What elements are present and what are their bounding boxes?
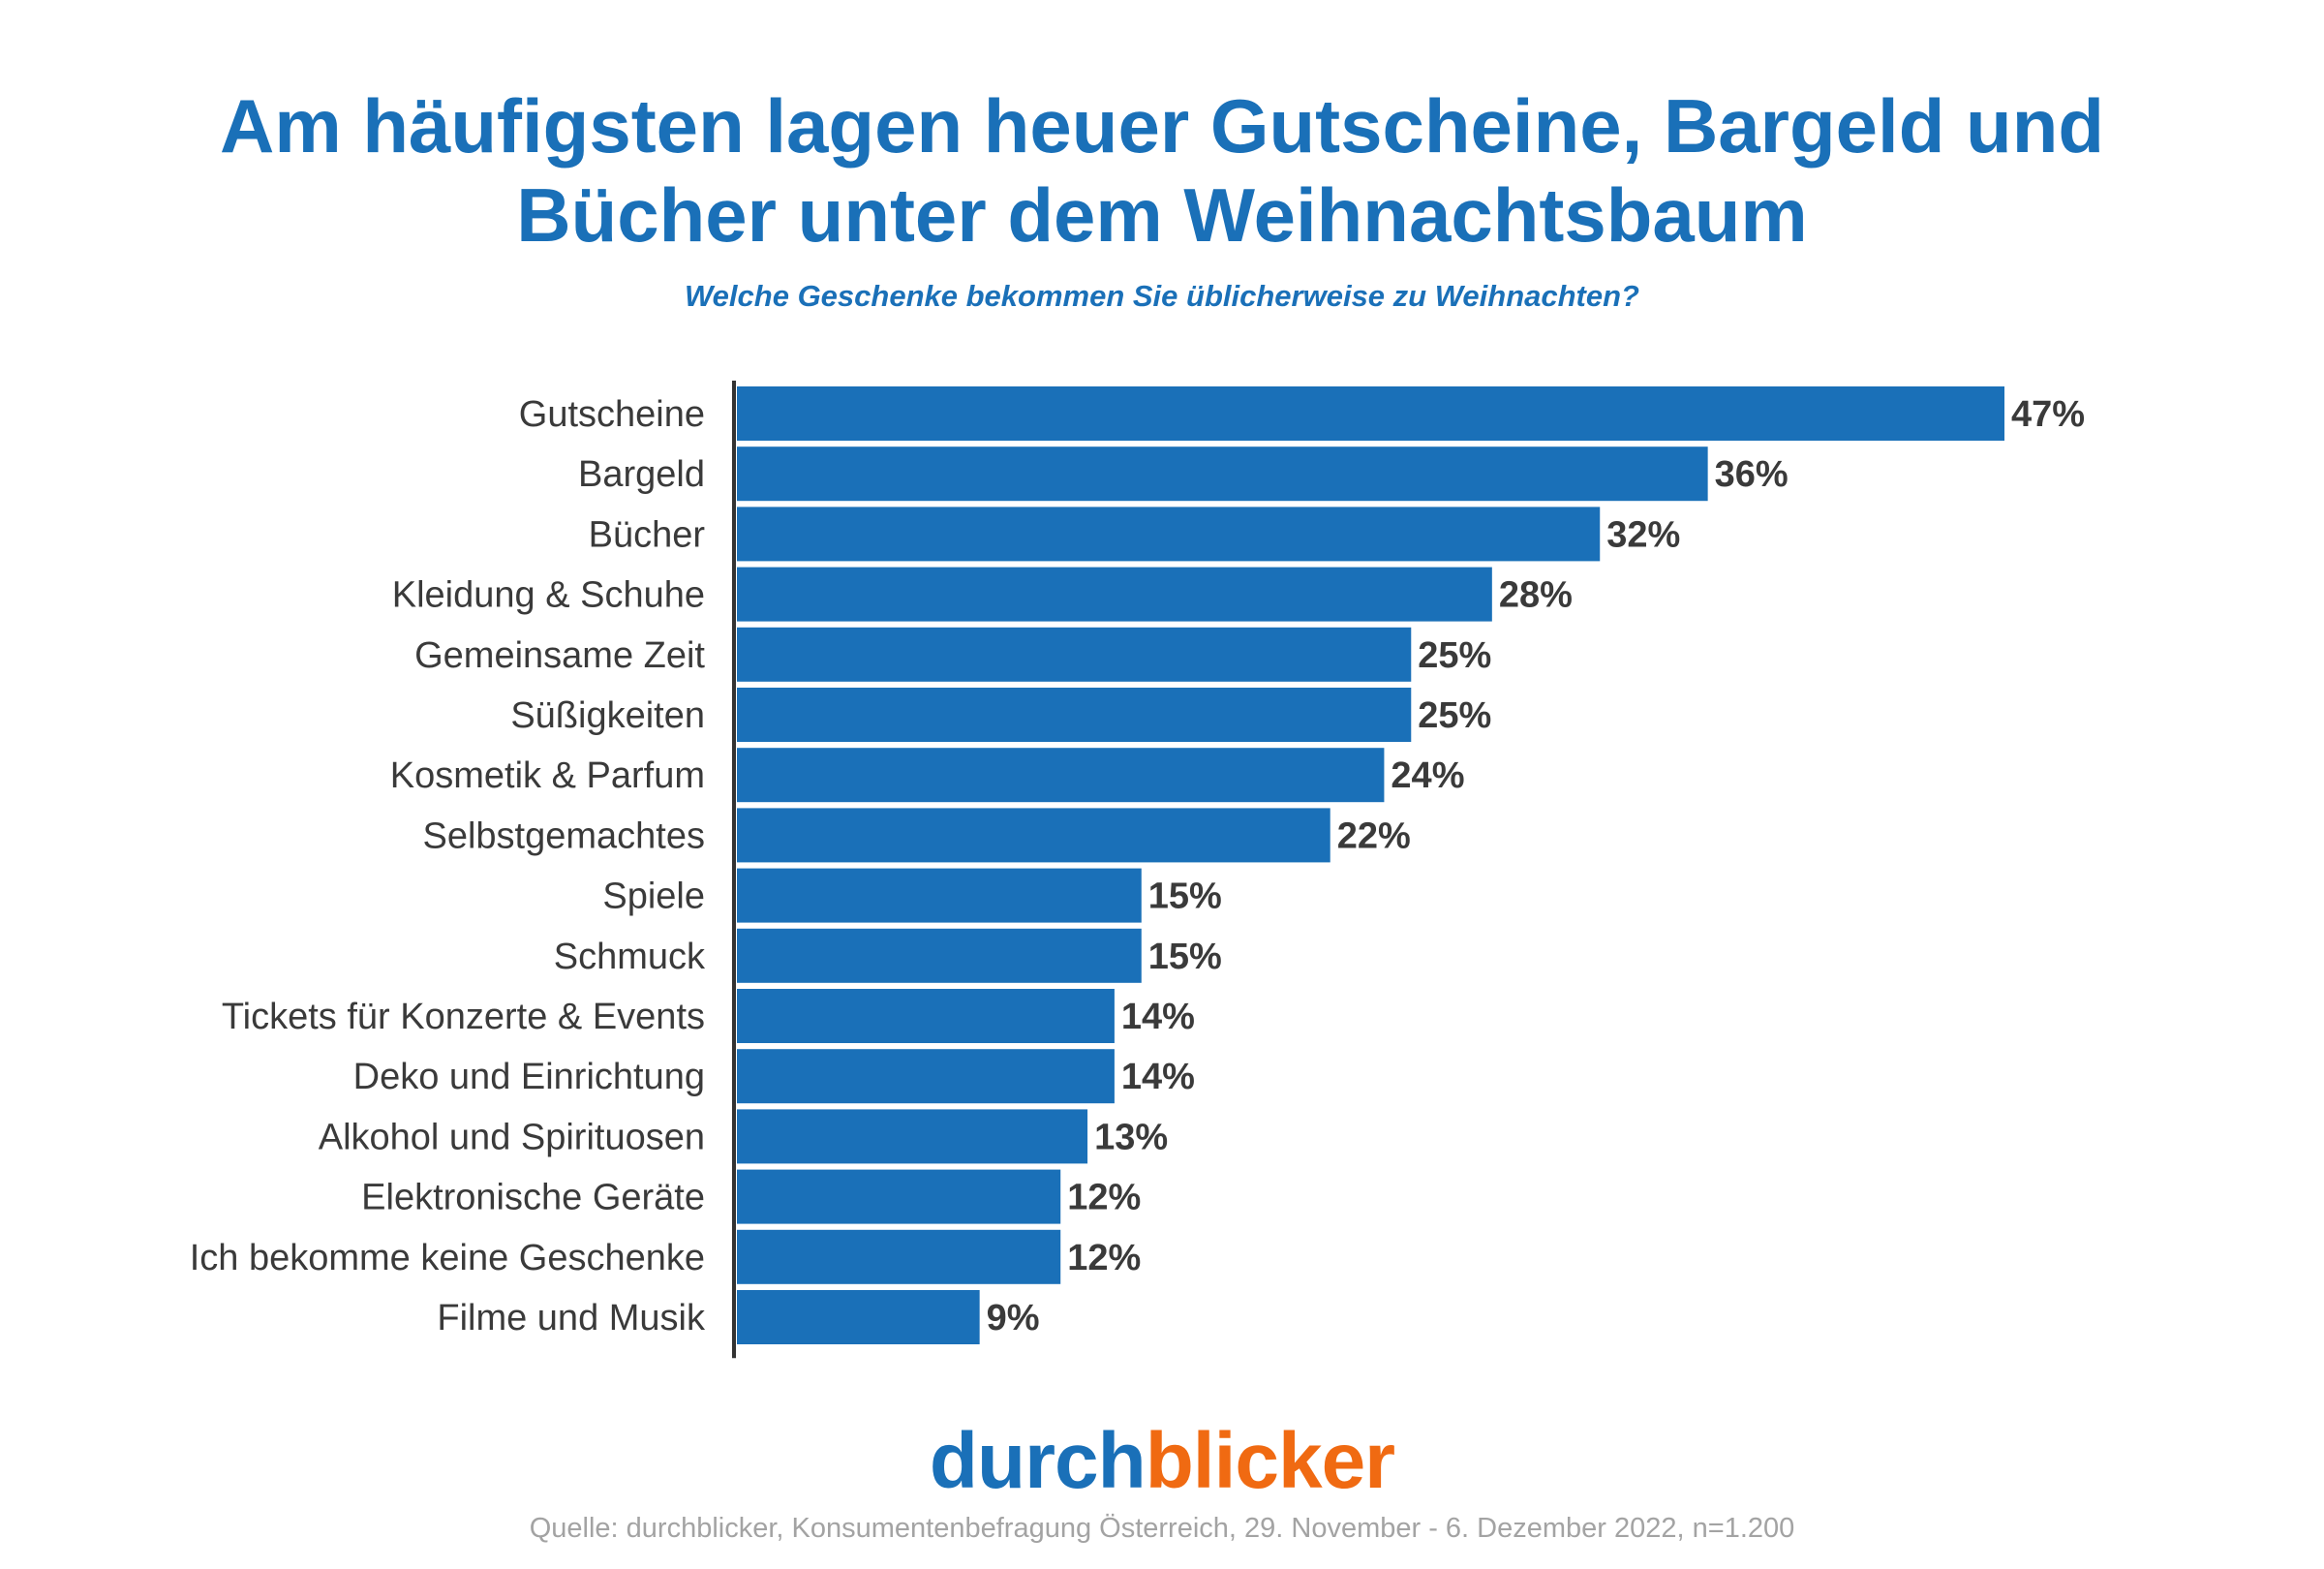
value-label: 15% [1148, 877, 1222, 917]
value-label: 25% [1418, 695, 1491, 736]
bar [737, 808, 1330, 863]
category-label: Bargeld [578, 454, 705, 495]
category-label: Tickets für Konzerte & Events [222, 997, 705, 1037]
logo-part-blicker: blicker [1145, 1417, 1395, 1505]
bar [737, 688, 1412, 742]
category-label: Filme und Musik [437, 1298, 706, 1338]
chart-subtitle: Welche Geschenke bekommen Sie üblicherwe… [684, 279, 1639, 313]
category-label: Gutscheine [519, 394, 705, 435]
value-label: 9% [987, 1298, 1040, 1338]
category-label: Gemeinsame Zeit [414, 635, 705, 676]
value-label: 32% [1606, 514, 1680, 555]
category-label: Elektronische Geräte [361, 1178, 705, 1218]
bar [737, 989, 1115, 1043]
category-label: Kosmetik & Parfum [390, 755, 705, 796]
bar [737, 627, 1412, 682]
category-label: Ich bekomme keine Geschenke [190, 1238, 705, 1278]
bar [737, 748, 1385, 803]
chart-title-line-1: Am häufigsten lagen heuer Gutscheine, Ba… [220, 83, 2104, 169]
value-label: 25% [1418, 635, 1491, 676]
category-label: Alkohol und Spirituosen [319, 1117, 705, 1157]
category-label: Kleidung & Schuhe [392, 575, 705, 616]
category-label: Süßigkeiten [510, 695, 705, 736]
value-label: 12% [1067, 1178, 1141, 1218]
value-label: 47% [2011, 394, 2085, 435]
value-label: 36% [1715, 454, 1789, 495]
chart-title: Am häufigsten lagen heuer Gutscheine, Ba… [0, 81, 2324, 260]
bar [737, 1169, 1061, 1224]
category-label: Bücher [589, 514, 706, 555]
bar [737, 928, 1142, 983]
bar [737, 567, 1492, 622]
bar [737, 1229, 1061, 1284]
bar [737, 1049, 1115, 1104]
value-label: 13% [1094, 1117, 1168, 1157]
source-note: Quelle: durchblicker, Konsumentenbefragu… [529, 1513, 1795, 1544]
brand-logo: durchblicker [0, 1416, 2324, 1507]
logo-part-durch: durch [929, 1417, 1147, 1505]
chart-title-line-2: Bücher unter dem Weihnachtsbaum [516, 172, 1808, 258]
bar [737, 868, 1142, 923]
category-label: Spiele [602, 877, 705, 917]
value-label: 14% [1121, 997, 1195, 1037]
value-label: 28% [1499, 575, 1573, 616]
category-label: Deko und Einrichtung [353, 1057, 705, 1097]
value-label: 24% [1391, 755, 1464, 796]
category-label: Selbstgemachtes [423, 815, 706, 856]
bar [737, 1290, 980, 1344]
bar [737, 1109, 1088, 1164]
value-label: 15% [1148, 937, 1222, 977]
bar [737, 386, 2004, 441]
bar [737, 446, 1708, 502]
bar [737, 507, 1601, 562]
category-label: Schmuck [554, 937, 706, 977]
value-label: 14% [1121, 1057, 1195, 1097]
value-label: 22% [1337, 815, 1411, 856]
value-label: 12% [1067, 1238, 1141, 1278]
